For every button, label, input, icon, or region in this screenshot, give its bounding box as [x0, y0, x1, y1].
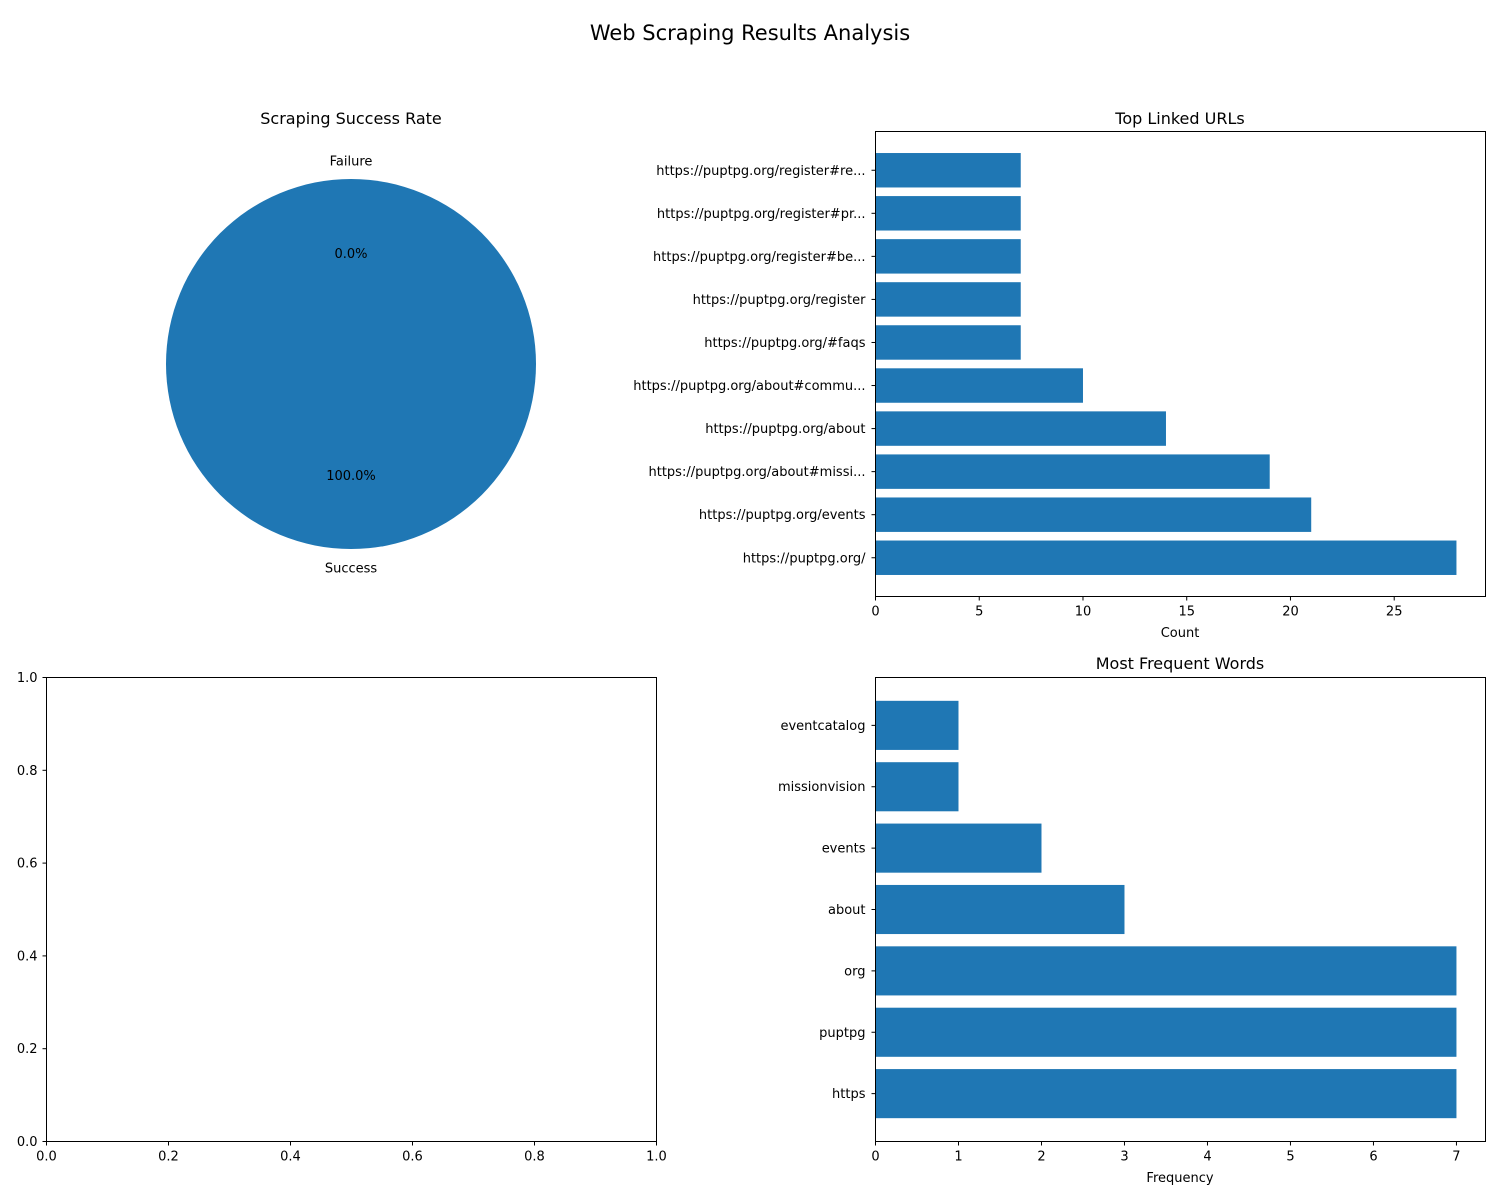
empty-ytick-label: 0.2 [17, 1042, 38, 1057]
empty-xtick-label: 0.2 [158, 1150, 179, 1165]
words-ytick-label: org [844, 964, 865, 979]
empty-ytick-label: 0.4 [17, 949, 38, 964]
words-ytick-label: missionvision [778, 780, 866, 795]
empty-xtick-label: 1.0 [646, 1150, 667, 1165]
pie-label-success: Success [325, 562, 378, 577]
urls-ytick-label: https://puptpg.org/ [743, 551, 866, 566]
urls-ytick-label: https://puptpg.org/register#re... [656, 164, 865, 179]
frequent-words-chart: Most Frequent Words Frequency https puptp… [778, 654, 1486, 1186]
words-chart-title: Most Frequent Words [1096, 654, 1265, 673]
urls-ytick-label: https://puptpg.org/about#commu... [633, 379, 865, 394]
urls-ytick-label: https://puptpg.org/register#be... [653, 250, 865, 265]
words-bar [875, 1007, 1457, 1057]
empty-xtick-label: 0.0 [36, 1150, 57, 1165]
words-xtick-label: 3 [1120, 1150, 1128, 1165]
empty-xtick-label: 0.4 [280, 1150, 301, 1165]
urls-axes-frame [875, 131, 1486, 597]
pie-pct-success: 100.0% [326, 469, 376, 484]
urls-xlabel: Count [1161, 626, 1200, 641]
words-xtick-label: 7 [1452, 1150, 1460, 1165]
words-xtick-label: 5 [1286, 1150, 1294, 1165]
top-urls-chart: Top Linked URLs Count https://puptpg.org… [633, 109, 1486, 641]
urls-xtick-label: 25 [1386, 605, 1403, 620]
empty-xtick-label: 0.8 [524, 1150, 545, 1165]
urls-bar [875, 153, 1021, 188]
empty-ytick-label: 0.8 [17, 764, 38, 779]
words-xtick-label: 4 [1203, 1150, 1211, 1165]
pie-title: Scraping Success Rate [260, 109, 442, 128]
words-bar [875, 884, 1125, 935]
words-xtick-label: 6 [1369, 1150, 1377, 1165]
urls-ytick-label: https://puptpg.org/register#pr... [657, 207, 866, 222]
pie-label-failure: Failure [330, 155, 373, 170]
words-ytick-label: puptpg [819, 1026, 865, 1041]
words-bar [875, 762, 959, 812]
words-xlabel: Frequency [1146, 1171, 1213, 1186]
urls-xtick-label: 10 [1075, 605, 1092, 620]
words-ytick-label: https [832, 1087, 866, 1102]
words-bar [875, 1069, 1457, 1119]
urls-bar [875, 454, 1270, 489]
urls-bar [875, 497, 1312, 532]
urls-ytick-label: https://puptpg.org/about [705, 422, 865, 437]
empty-ytick-label: 0.6 [17, 857, 38, 872]
words-ytick-label: about [828, 903, 866, 918]
urls-bar [875, 282, 1021, 317]
words-xtick-label: 1 [954, 1150, 962, 1165]
urls-ytick-label: https://puptpg.org/register [693, 293, 867, 308]
urls-bar [875, 196, 1021, 231]
urls-bar [875, 368, 1083, 403]
words-ytick-label: events [822, 842, 866, 857]
words-xtick-label: 2 [1037, 1150, 1045, 1165]
urls-ytick-label: https://puptpg.org/about#missi... [648, 465, 865, 480]
urls-bar [875, 540, 1457, 575]
urls-ytick-label: https://puptpg.org/#faqs [704, 336, 865, 351]
pie-chart: Scraping Success Rate Success 100.0% Failu… [166, 109, 536, 577]
words-bar [875, 946, 1457, 996]
words-axes-frame [875, 677, 1486, 1142]
empty-ytick-label: 1.0 [17, 671, 38, 686]
words-bar [875, 700, 959, 750]
empty-ytick-label: 0.0 [17, 1135, 38, 1150]
words-bar [875, 823, 1042, 873]
urls-xtick-label: 5 [975, 605, 983, 620]
figure-title: Web Scraping Results Analysis [590, 21, 910, 45]
words-xtick-label: 0 [871, 1150, 879, 1165]
urls-bar [875, 325, 1021, 360]
urls-xtick-label: 15 [1178, 605, 1195, 620]
urls-bar [875, 411, 1166, 446]
urls-bar [875, 239, 1021, 274]
empty-axes-frame [46, 677, 657, 1142]
empty-xtick-label: 0.6 [402, 1150, 423, 1165]
urls-ytick-label: https://puptpg.org/events [699, 508, 866, 523]
pie-slice-success [166, 179, 536, 549]
pie-pct-failure: 0.0% [334, 247, 367, 262]
empty-axes: 0.0 0.2 0.4 0.6 0.8 1.0 0.0 0.2 0.4 0.6 0.8 1.0 [17, 671, 667, 1165]
words-ytick-label: eventcatalog [780, 719, 865, 734]
urls-xtick-label: 0 [871, 605, 879, 620]
urls-chart-title: Top Linked URLs [1114, 109, 1244, 128]
urls-xtick-label: 20 [1282, 605, 1299, 620]
